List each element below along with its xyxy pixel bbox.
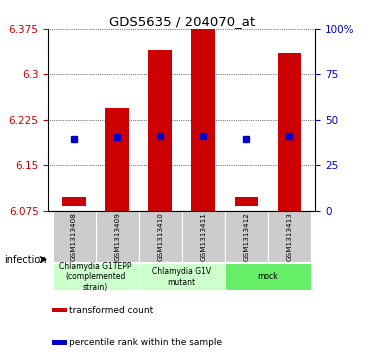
Title: GDS5635 / 204070_at: GDS5635 / 204070_at xyxy=(109,15,255,28)
Bar xyxy=(148,50,172,211)
Bar xyxy=(191,29,215,211)
Bar xyxy=(53,263,139,290)
Bar xyxy=(105,108,129,211)
Text: GSM1313411: GSM1313411 xyxy=(200,212,206,261)
Text: mock: mock xyxy=(257,272,278,281)
Bar xyxy=(182,211,225,262)
Text: percentile rank within the sample: percentile rank within the sample xyxy=(69,338,223,347)
Text: GSM1313408: GSM1313408 xyxy=(71,212,77,261)
Bar xyxy=(62,197,86,206)
Bar xyxy=(52,340,67,344)
Bar xyxy=(225,211,268,262)
Text: Chlamydia G1TEPP
(complemented
strain): Chlamydia G1TEPP (complemented strain) xyxy=(59,262,132,292)
Text: GSM1313413: GSM1313413 xyxy=(286,212,292,261)
Text: GSM1313410: GSM1313410 xyxy=(157,212,163,261)
Text: GSM1313412: GSM1313412 xyxy=(243,212,249,261)
Bar xyxy=(96,211,139,262)
Bar xyxy=(139,211,182,262)
Text: GSM1313409: GSM1313409 xyxy=(114,212,120,261)
Bar xyxy=(52,307,67,313)
Bar xyxy=(139,263,225,290)
Bar xyxy=(53,211,96,262)
Bar xyxy=(234,197,258,206)
Text: transformed count: transformed count xyxy=(69,306,154,314)
Text: infection: infection xyxy=(4,254,46,265)
Bar xyxy=(268,211,311,262)
Bar xyxy=(225,263,311,290)
Text: Chlamydia G1V
mutant: Chlamydia G1V mutant xyxy=(152,267,211,286)
Bar xyxy=(278,53,301,211)
